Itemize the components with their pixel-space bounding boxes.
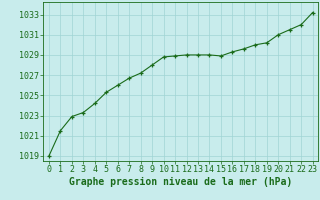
X-axis label: Graphe pression niveau de la mer (hPa): Graphe pression niveau de la mer (hPa) bbox=[69, 177, 292, 187]
